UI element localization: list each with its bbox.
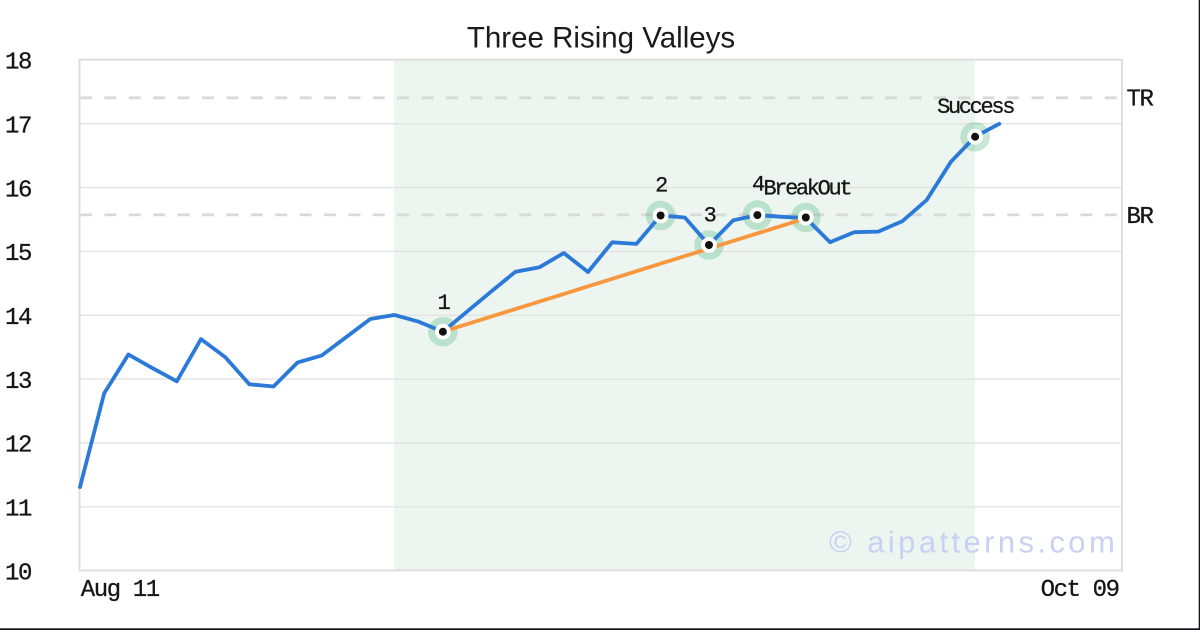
svg-text:15: 15 (5, 241, 31, 268)
svg-text:3: 3 (704, 203, 716, 228)
svg-text:Oct 09: Oct 09 (1041, 577, 1119, 604)
svg-text:BR: BR (1127, 204, 1154, 231)
svg-text:2: 2 (655, 173, 667, 198)
svg-text:© aipatterns.com: © aipatterns.com (829, 525, 1118, 560)
svg-text:TR: TR (1127, 87, 1154, 114)
svg-text:16: 16 (5, 177, 31, 204)
svg-text:Aug 11: Aug 11 (81, 577, 160, 604)
svg-text:18: 18 (5, 50, 31, 77)
svg-text:14: 14 (5, 305, 32, 332)
svg-text:Success: Success (937, 95, 1014, 120)
svg-text:17: 17 (5, 113, 31, 140)
svg-text:13: 13 (5, 369, 31, 396)
svg-text:BreakOut: BreakOut (763, 177, 850, 202)
svg-text:Three Rising Valleys: Three Rising Valleys (467, 22, 735, 55)
svg-text:11: 11 (5, 497, 32, 524)
svg-text:12: 12 (5, 433, 31, 460)
svg-text:10: 10 (5, 560, 31, 587)
